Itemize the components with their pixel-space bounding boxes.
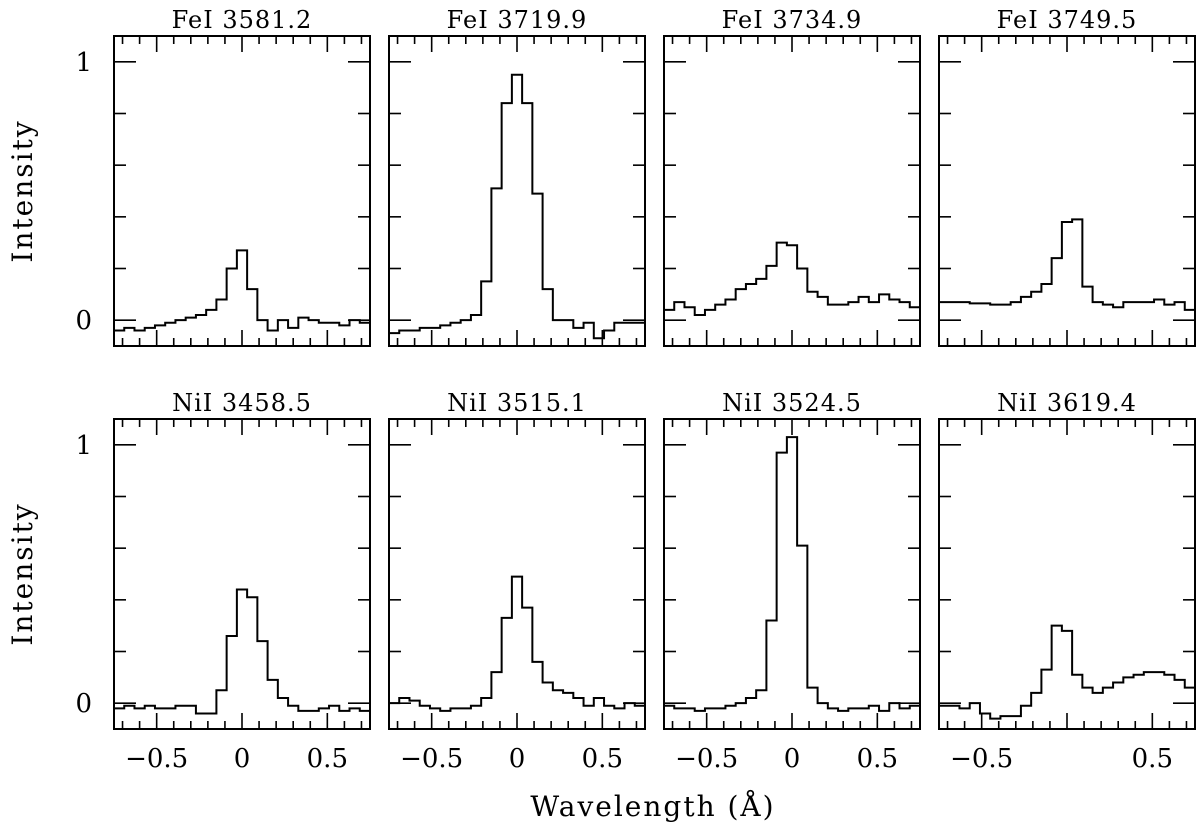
- x-tick-label: −0.5: [950, 744, 1013, 774]
- x-tick-label: −0.5: [400, 744, 463, 774]
- panel-7: NiI 3524.5 −0.5 0 0.5: [663, 389, 921, 774]
- spectrum-step-line: [939, 218, 1195, 311]
- y-axis-label-bottom: Intensity: [6, 502, 39, 645]
- x-tick-label: −0.5: [125, 744, 188, 774]
- panel-title: NiI 3619.4: [997, 389, 1137, 417]
- panel-frame: [388, 35, 646, 347]
- x-tick-label: 0.5: [582, 744, 623, 774]
- x-tick-label: 0.5: [1132, 744, 1173, 774]
- x-tick-label: 0: [509, 744, 526, 774]
- panel-title: FeI 3749.5: [997, 6, 1138, 34]
- y-tick-label: 0: [75, 689, 92, 719]
- panel-8: NiI 3619.4 −0.5 0.5: [938, 389, 1196, 774]
- x-tick-label: 0.5: [307, 744, 348, 774]
- y-tick-label: 1: [75, 431, 92, 461]
- panel-title: NiI 3515.1: [447, 389, 587, 417]
- panel-6: NiI 3515.1 −0.5 0 0.5: [388, 389, 646, 774]
- x-tick-label: 0.5: [857, 744, 898, 774]
- panel-4: FeI 3749.5: [938, 6, 1196, 347]
- panel-frame: [388, 418, 646, 730]
- panel-title: NiI 3524.5: [722, 389, 862, 417]
- panels-group: FeI 3581.2 0 1 FeI 3719.9 FeI 3734.9 FeI 3749…: [75, 6, 1196, 774]
- spectrum-step-line: [114, 588, 370, 715]
- spectrum-step-line: [664, 241, 920, 316]
- x-tick-label: −0.5: [675, 744, 738, 774]
- panel-2: FeI 3719.9: [388, 6, 646, 347]
- panel-frame: [663, 418, 921, 730]
- y-tick-label: 0: [75, 306, 92, 336]
- spectrum-step-line: [389, 575, 645, 712]
- panel-frame: [113, 35, 371, 347]
- panel-title: FeI 3719.9: [447, 6, 588, 34]
- panel-3: FeI 3734.9: [663, 6, 921, 347]
- spectrum-step-line: [389, 73, 645, 340]
- panel-1: FeI 3581.2 0 1: [75, 6, 371, 347]
- x-tick-label: 0: [234, 744, 251, 774]
- y-axis-label-top: Intensity: [6, 119, 39, 262]
- panel-5: NiI 3458.5 0 1 −0.5 0 0.5: [75, 389, 371, 774]
- panel-title: NiI 3458.5: [172, 389, 312, 417]
- spectrum-step-line: [664, 436, 920, 712]
- spectrum-step-line: [114, 249, 370, 332]
- spectrum-step-line: [939, 624, 1195, 720]
- panel-frame: [938, 418, 1196, 730]
- panel-title: FeI 3581.2: [172, 6, 313, 34]
- panel-frame: [663, 35, 921, 347]
- y-tick-label: 1: [75, 48, 92, 78]
- panel-title: FeI 3734.9: [722, 6, 863, 34]
- x-tick-label: 0: [784, 744, 801, 774]
- panel-frame: [113, 418, 371, 730]
- x-axis-label: Wavelength (Å): [530, 790, 775, 823]
